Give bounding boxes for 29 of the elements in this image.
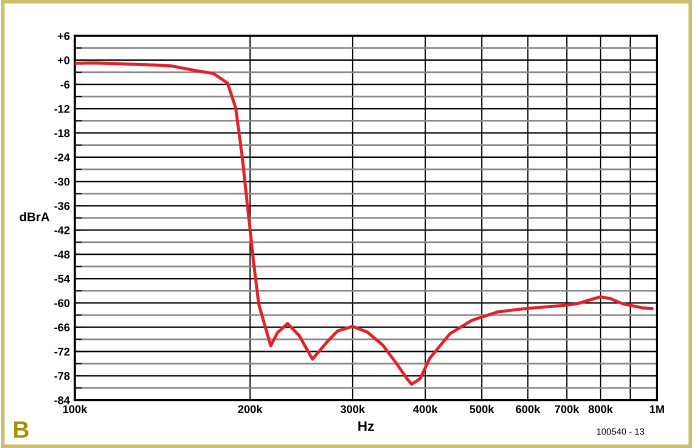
x-tick-label: 100k xyxy=(63,404,88,414)
y-tick-label: -30 xyxy=(54,178,70,186)
x-tick-label: 400k xyxy=(413,404,438,414)
x-tick-label: 500k xyxy=(470,404,494,414)
y-tick-label: +6 xyxy=(58,32,70,40)
y-tick-label: -36 xyxy=(54,202,70,210)
text: 100540 - 13 xyxy=(596,428,644,435)
x-tick-label: 700k xyxy=(554,404,580,414)
y-tick-label: -72 xyxy=(54,348,70,356)
y-tick-label: -54 xyxy=(54,275,70,283)
y-tick-label: +0 xyxy=(58,56,70,64)
x-axis-title: Hz xyxy=(358,421,374,431)
y-tick-label: -6 xyxy=(60,80,70,89)
y-tick-label: -42 xyxy=(54,226,70,234)
y-tick-label: -84 xyxy=(54,396,70,404)
y-tick-label: -66 xyxy=(54,323,70,332)
y-tick-label: -12 xyxy=(54,104,70,113)
x-tick-label: 300k xyxy=(340,404,365,414)
y-axis-title: dBrA xyxy=(20,212,50,222)
y-tick-label: -60 xyxy=(54,299,70,308)
y-tick-label: -18 xyxy=(54,129,70,138)
x-tick-label: 600k xyxy=(516,404,540,414)
x-tick-label: 1M xyxy=(650,405,664,413)
text: B xyxy=(14,421,28,438)
x-tick-label: 800k xyxy=(588,404,613,414)
y-tick-label: -24 xyxy=(54,154,70,162)
x-tick-label: 200k xyxy=(238,404,262,414)
y-tick-label: -48 xyxy=(54,250,70,259)
y-tick-label: -78 xyxy=(54,372,70,380)
